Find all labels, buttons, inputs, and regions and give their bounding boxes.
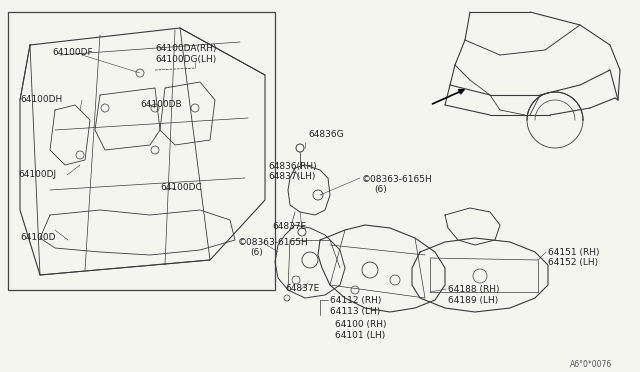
Text: 64837E: 64837E <box>285 284 319 293</box>
Text: 64189 (LH): 64189 (LH) <box>448 296 499 305</box>
Text: 64151 (RH): 64151 (RH) <box>548 248 600 257</box>
Text: A6°0*0076: A6°0*0076 <box>570 360 612 369</box>
Text: 64100DJ: 64100DJ <box>18 170 56 179</box>
Text: (6): (6) <box>374 185 387 194</box>
Text: 64100D: 64100D <box>20 233 56 242</box>
Text: 64113 (LH): 64113 (LH) <box>330 307 380 316</box>
Text: 64100DH: 64100DH <box>20 95 62 104</box>
Text: 64100 (RH): 64100 (RH) <box>335 320 387 329</box>
Text: 64836G: 64836G <box>308 130 344 139</box>
Text: (6): (6) <box>250 248 263 257</box>
Text: 64152 (LH): 64152 (LH) <box>548 258 598 267</box>
Bar <box>8 12 275 290</box>
Text: 64188 (RH): 64188 (RH) <box>448 285 499 294</box>
Text: ©08363-6165H: ©08363-6165H <box>362 175 433 184</box>
Text: 64837E: 64837E <box>272 222 307 231</box>
Text: ©08363-6165H: ©08363-6165H <box>238 238 308 247</box>
Text: 64100DC: 64100DC <box>160 183 202 192</box>
Text: 64836(RH): 64836(RH) <box>268 162 317 171</box>
Text: 64100DG(LH): 64100DG(LH) <box>155 55 216 64</box>
Text: 64100DA(RH): 64100DA(RH) <box>155 44 216 53</box>
Text: 64837(LH): 64837(LH) <box>268 172 316 181</box>
Text: 64101 (LH): 64101 (LH) <box>335 331 385 340</box>
Text: 64100DB: 64100DB <box>140 100 182 109</box>
Text: 64112 (RH): 64112 (RH) <box>330 296 381 305</box>
Text: 64100DF: 64100DF <box>52 48 93 57</box>
